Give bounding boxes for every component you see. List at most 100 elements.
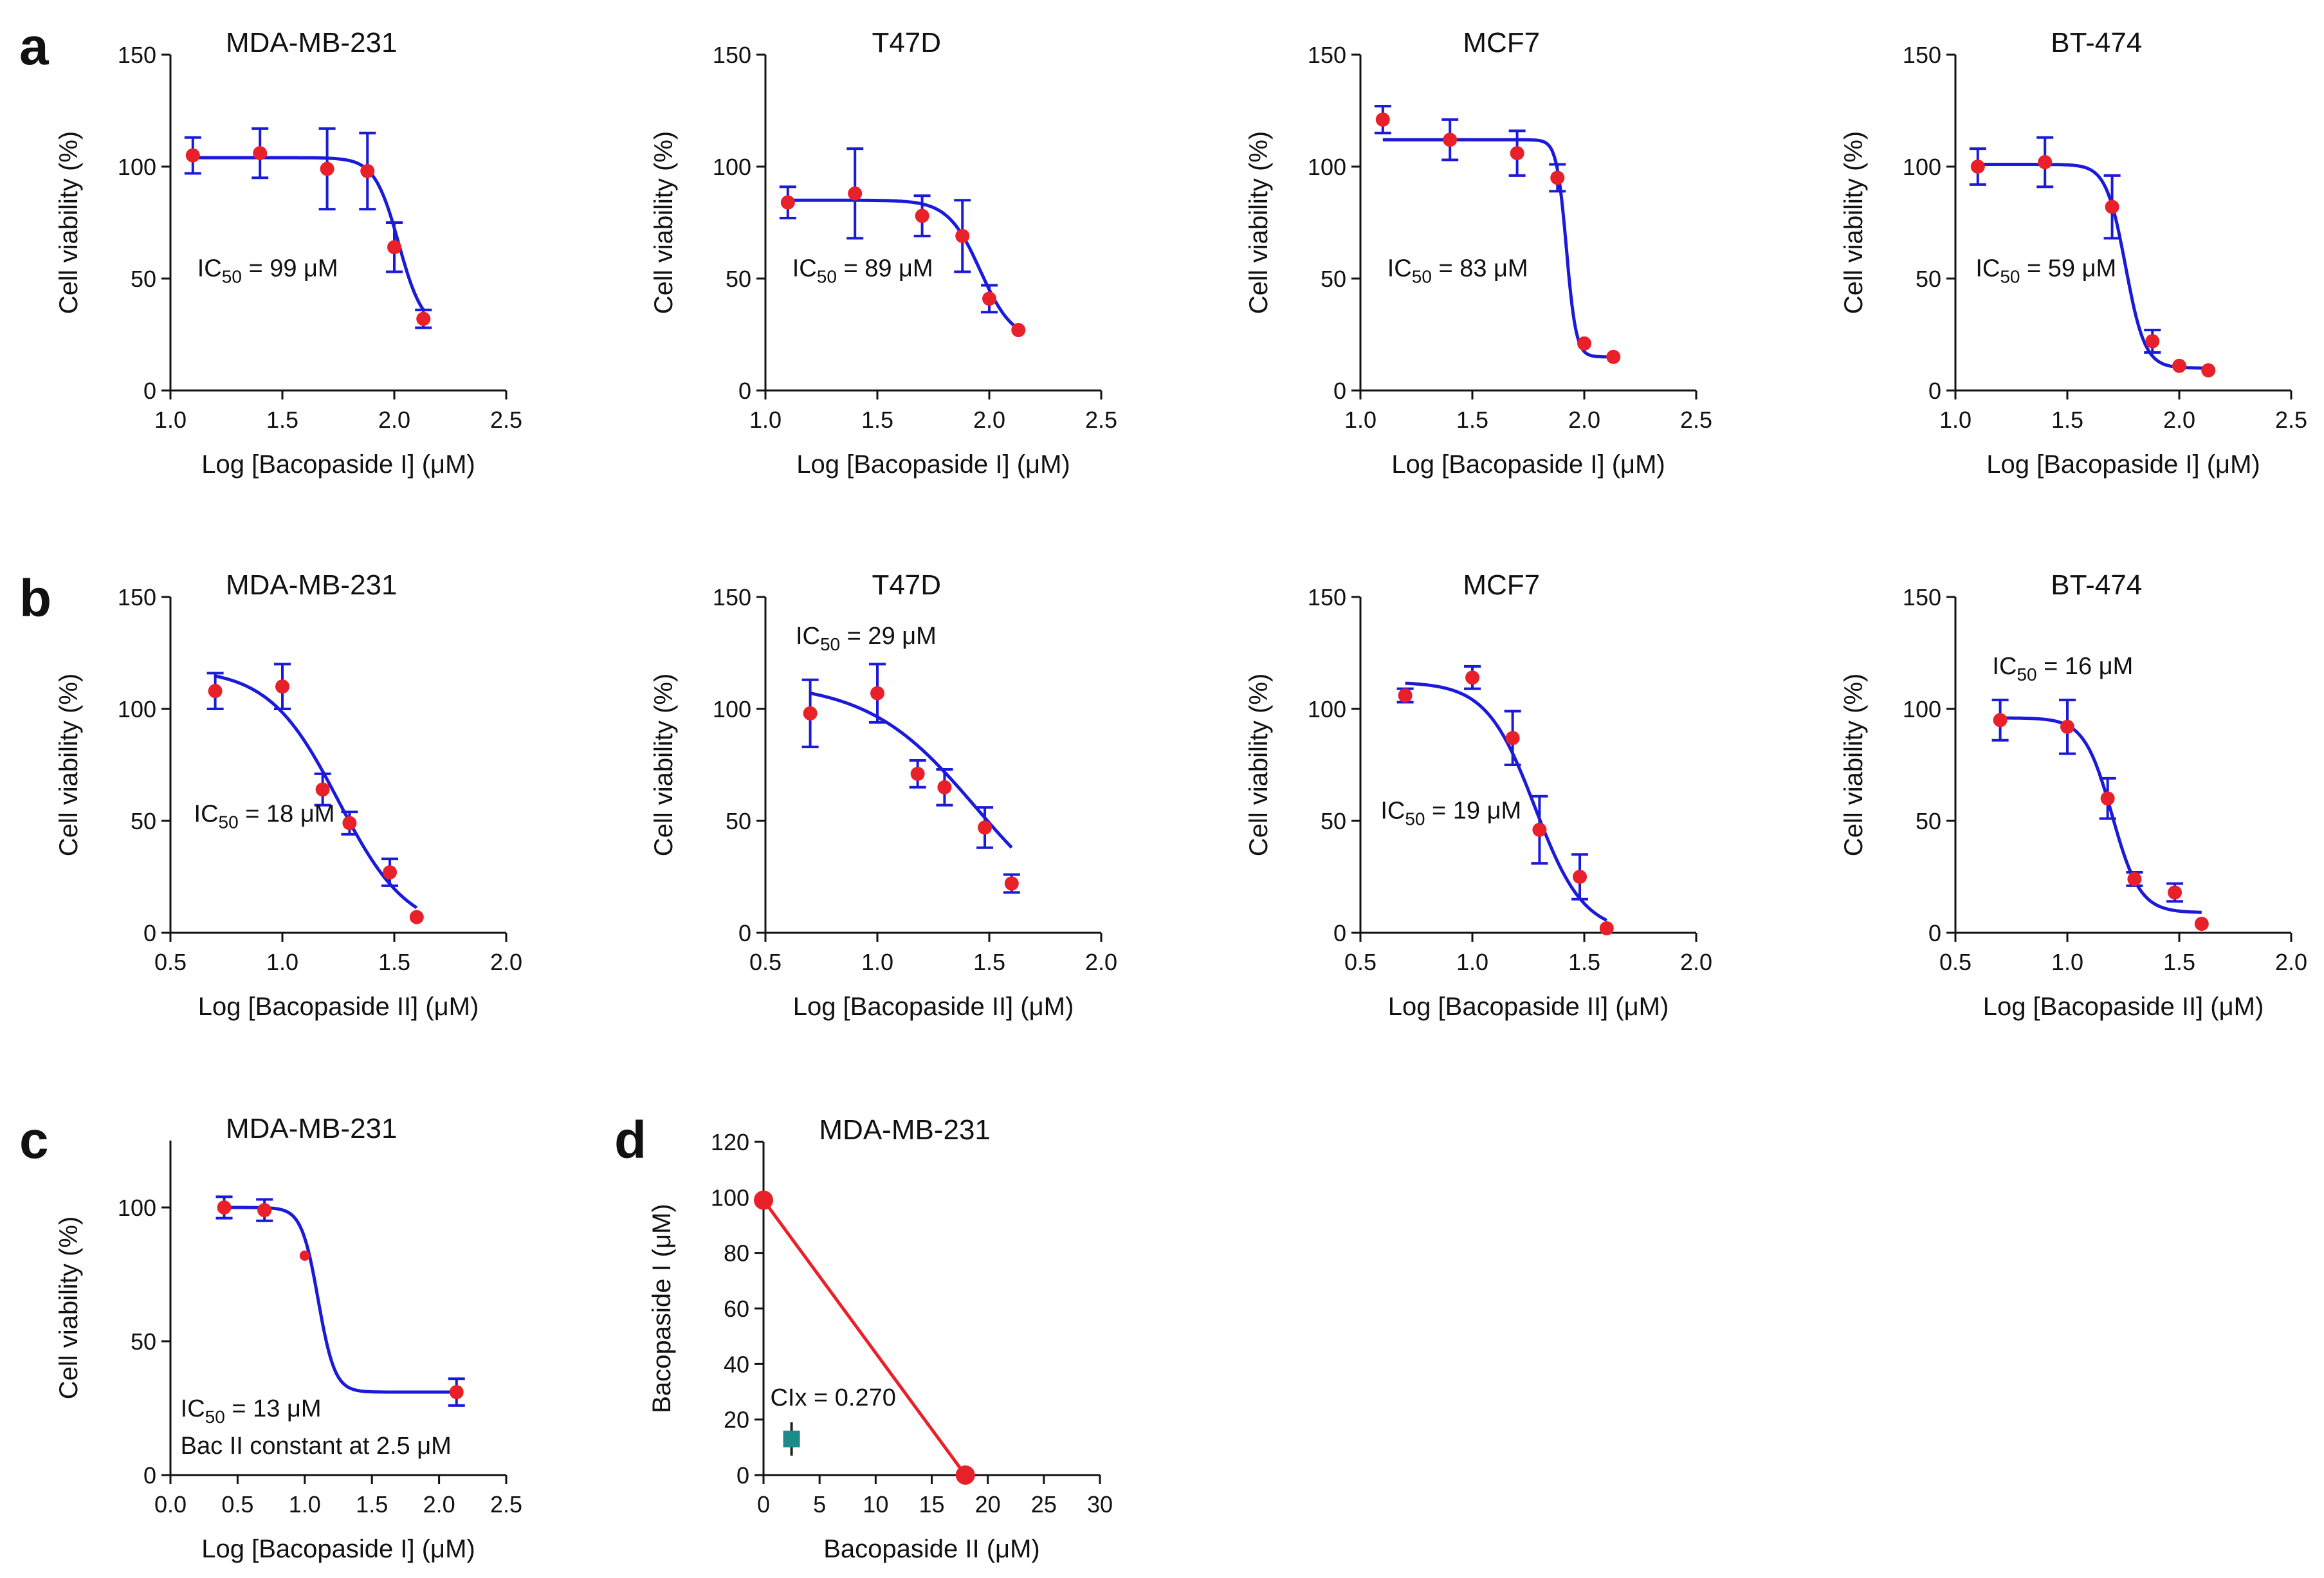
chart-b1: 0.5 1.0 1.5 2.0 0 50 100 150 MDA-MB-231 Log [Baco… <box>55 569 522 1021</box>
x-tick-label: 1.5 <box>2163 949 2195 975</box>
chart-title: MDA-MB-231 <box>226 27 398 59</box>
ic50-label: IC50 = 59 μM <box>1975 255 2116 287</box>
isobole-line <box>762 1199 967 1476</box>
x-tick-label: 2.0 <box>490 949 522 975</box>
y-tick-label: 100 <box>711 1184 749 1211</box>
x-axis-label: Log [Bacopaside II] (μM) <box>793 993 1074 1021</box>
y-tick-label: 0 <box>143 1462 156 1489</box>
x-tick-label: 15 <box>919 1491 944 1518</box>
chart-b3: 0.5 1.0 1.5 2.0 0 50 100 150 MCF7 Log [Bacopaside… <box>1245 569 1712 1021</box>
y-tick-label: 50 <box>1321 808 1346 834</box>
data-point <box>870 686 884 701</box>
x-tick-label: 1.5 <box>266 407 298 433</box>
x-tick-label: 2.5 <box>490 1491 522 1518</box>
y-tick-label: 150 <box>713 42 751 68</box>
x-tick-label: 2.5 <box>490 407 522 433</box>
y-tick-label: 60 <box>724 1296 749 1322</box>
chart-title: MCF7 <box>1463 27 1540 59</box>
x-tick-label: 1.5 <box>973 949 1005 975</box>
x-tick-label: 1.5 <box>378 949 410 975</box>
data-point <box>803 706 818 720</box>
y-tick-label: 100 <box>1903 154 1941 180</box>
x-tick-label: 0.5 <box>1344 949 1377 975</box>
chart-title: MDA-MB-231 <box>226 1113 398 1144</box>
panel-label-c: c <box>19 1111 49 1170</box>
x-tick-label: 1.0 <box>1939 407 1972 433</box>
fit-curve <box>215 674 418 910</box>
fit-curve <box>1382 138 1614 359</box>
data-point <box>937 780 952 794</box>
panel-label-b: b <box>19 569 51 628</box>
y-axis-label: Bacopaside I (μM) <box>648 1204 676 1413</box>
x-tick-label: 1.0 <box>289 1491 321 1518</box>
data-point <box>257 1203 272 1218</box>
x-tick-label: 2.0 <box>1568 407 1600 433</box>
chart-b4: 0.5 1.0 1.5 2.0 0 50 100 150 BT-474 Log [Bacopasi… <box>1840 569 2307 1021</box>
x-tick-label: 1.5 <box>356 1491 388 1518</box>
chart-b2: 0.5 1.0 1.5 2.0 0 50 100 150 T47D Log [Bacopaside… <box>650 569 1117 1021</box>
y-tick-label: 40 <box>724 1351 749 1377</box>
x-tick-label: 1.0 <box>154 407 187 433</box>
data-point <box>2105 199 2119 214</box>
data-point <box>185 148 200 163</box>
y-tick-label: 0 <box>738 920 751 946</box>
y-axis-label: Cell viability (%) <box>650 674 678 857</box>
y-tick-label: 150 <box>118 42 156 68</box>
data-point <box>1375 112 1390 127</box>
x-tick-label: 2.0 <box>423 1491 455 1518</box>
y-tick-label: 50 <box>131 1328 156 1355</box>
data-point <box>1606 349 1621 364</box>
chart-a3: 1.0 1.5 2.0 2.5 0 50 100 150 MCF7 Log [Bacopaside… <box>1245 27 1712 479</box>
data-point <box>409 910 424 924</box>
data-point <box>387 240 401 255</box>
x-tick-label: 1.0 <box>2051 949 2083 975</box>
x-axis-label: Log [Bacopaside II] (μM) <box>198 993 479 1021</box>
y-axis-label: Cell viability (%) <box>1840 674 1868 857</box>
isobole-point <box>955 1465 975 1485</box>
x-tick-label: 20 <box>975 1491 1001 1518</box>
x-tick-label: 2.0 <box>2275 949 2307 975</box>
y-tick-label: 50 <box>131 266 156 292</box>
data-point <box>2038 155 2053 170</box>
ic50-label: IC50 = 83 μM <box>1387 255 1528 287</box>
ic50-label: IC50 = 13 μM <box>181 1395 322 1427</box>
data-point <box>1599 921 1614 936</box>
ic50-label: IC50 = 29 μM <box>796 623 937 654</box>
y-tick-label: 100 <box>1903 696 1941 722</box>
x-tick-label: 2.5 <box>2275 407 2307 433</box>
chart-d: 0 5 10 15 20 25 30 0 20 40 60 80 100 120 MDA-MB-231 Bac… <box>648 1114 1113 1563</box>
ic50-label: IC50 = 19 μM <box>1380 798 1521 829</box>
isobole-point <box>754 1190 773 1210</box>
data-point <box>978 820 993 835</box>
x-tick-label: 5 <box>813 1491 826 1518</box>
y-tick-label: 80 <box>724 1240 749 1267</box>
data-point <box>1443 133 1458 147</box>
chart-title: BT-474 <box>2051 27 2142 59</box>
data-point <box>253 146 268 161</box>
combination-point <box>783 1430 800 1447</box>
data-point <box>360 163 375 178</box>
data-point <box>982 291 996 306</box>
data-point <box>848 186 863 201</box>
data-point <box>1510 146 1524 161</box>
y-tick-label: 100 <box>713 696 751 722</box>
x-tick-label: 2.0 <box>973 407 1005 433</box>
fit-curve <box>787 198 1020 331</box>
data-point <box>1550 170 1565 185</box>
data-point <box>208 684 223 699</box>
y-tick-label: 0 <box>143 920 156 946</box>
y-tick-label: 0 <box>143 378 156 404</box>
y-tick-label: 150 <box>1308 584 1346 610</box>
data-point <box>2172 358 2186 373</box>
x-tick-label: 1.0 <box>266 949 298 975</box>
chart-title: MCF7 <box>1463 569 1540 601</box>
data-point <box>416 311 431 326</box>
x-tick-label: 2.0 <box>1680 949 1712 975</box>
chart-title: T47D <box>872 27 941 59</box>
data-point <box>2100 791 2115 806</box>
data-point <box>955 228 970 243</box>
data-point <box>1465 670 1479 685</box>
chart-title: T47D <box>872 569 941 601</box>
x-tick-label: 1.0 <box>749 407 782 433</box>
